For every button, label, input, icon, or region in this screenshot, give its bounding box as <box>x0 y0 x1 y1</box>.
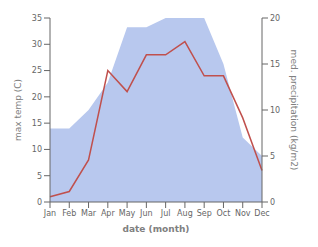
svg-text:15: 15 <box>32 119 42 128</box>
svg-text:Jun: Jun <box>139 209 153 218</box>
svg-text:0: 0 <box>270 198 275 207</box>
svg-text:max temp (C): max temp (C) <box>13 79 23 141</box>
svg-text:30: 30 <box>32 40 42 49</box>
svg-text:10: 10 <box>270 106 280 115</box>
svg-text:med. precipitation (kg/m2): med. precipitation (kg/m2) <box>289 50 299 171</box>
svg-text:date (month): date (month) <box>123 224 190 234</box>
svg-text:Dec: Dec <box>254 209 269 218</box>
svg-text:Sep: Sep <box>197 209 212 218</box>
svg-text:20: 20 <box>32 93 42 102</box>
svg-text:35: 35 <box>32 14 42 23</box>
svg-text:Feb: Feb <box>62 209 76 218</box>
svg-text:10: 10 <box>32 145 42 154</box>
svg-text:25: 25 <box>32 66 42 75</box>
svg-text:20: 20 <box>270 14 280 23</box>
svg-text:Jan: Jan <box>43 209 56 218</box>
svg-text:Nov: Nov <box>235 209 251 218</box>
svg-text:15: 15 <box>270 60 280 69</box>
svg-text:0: 0 <box>37 198 42 207</box>
svg-text:Oct: Oct <box>217 209 231 218</box>
svg-text:5: 5 <box>270 152 275 161</box>
svg-text:May: May <box>119 209 136 218</box>
svg-text:Aug: Aug <box>177 209 193 218</box>
svg-text:5: 5 <box>37 172 42 181</box>
svg-text:Mar: Mar <box>81 209 97 218</box>
svg-text:Apr: Apr <box>101 209 116 218</box>
svg-text:Jul: Jul <box>160 209 171 218</box>
